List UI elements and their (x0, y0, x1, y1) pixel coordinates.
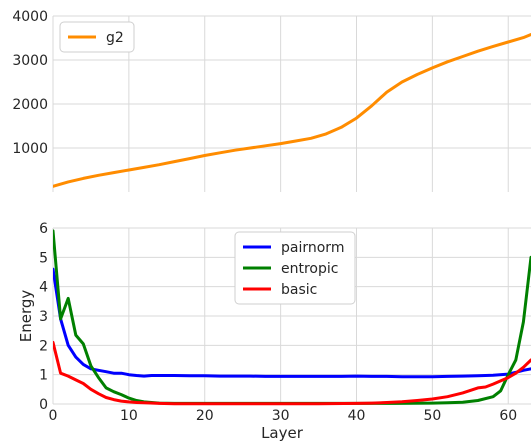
y-tick-label: 1 (39, 368, 48, 384)
x-tick-label: 30 (272, 408, 290, 424)
legend-label: pairnorm (281, 240, 344, 256)
y-tick-label: 0 (39, 397, 48, 413)
y-tick-label: 2 (39, 338, 48, 354)
x-tick-label: 10 (120, 408, 138, 424)
legend-label: basic (281, 282, 317, 298)
y-tick-label: 3 (39, 309, 48, 325)
y-tick-label: 4000 (12, 9, 48, 25)
y-tick-label: 1000 (12, 141, 48, 157)
legend: pairnorm entropic basic (234, 231, 356, 305)
legend-label: g2 (106, 30, 124, 46)
legend-label: entropic (281, 261, 338, 277)
series-line-pairnorm (53, 267, 531, 379)
series-line-g2 (53, 33, 531, 188)
x-tick-label: 50 (423, 408, 441, 424)
y-tick-label: 2000 (12, 97, 48, 113)
x-tick-label: 60 (499, 408, 517, 424)
energy-g2-subplot: 1000 2000 3000 4000 g2 (12, 9, 531, 192)
y-tick-label: 4 (39, 280, 48, 296)
y-tick-label: 5 (39, 250, 48, 266)
y-tick-label: 3000 (12, 53, 48, 69)
legend: g2 (59, 21, 135, 53)
y-axis-title: Energy (17, 290, 35, 343)
series-line-basic (53, 340, 531, 406)
legend-box (59, 21, 135, 53)
x-tick-label: 20 (196, 408, 214, 424)
x-tick-label: 0 (49, 408, 58, 424)
x-tick-label: 40 (348, 408, 366, 424)
x-axis-title: Layer (261, 424, 304, 442)
legend-box (234, 231, 356, 305)
y-tick-label: 6 (39, 221, 48, 237)
